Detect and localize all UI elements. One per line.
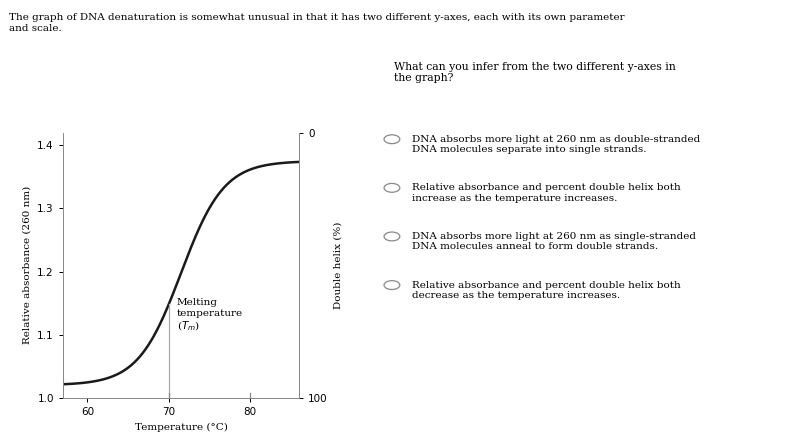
Text: What can you infer from the two different y-axes in
the graph?: What can you infer from the two differen… xyxy=(394,62,675,84)
Text: DNA absorbs more light at 260 nm as double-stranded
DNA molecules separate into : DNA absorbs more light at 260 nm as doub… xyxy=(412,135,700,154)
Y-axis label: Relative absorbance (260 nm): Relative absorbance (260 nm) xyxy=(23,186,31,344)
Text: Relative absorbance and percent double helix both
increase as the temperature in: Relative absorbance and percent double h… xyxy=(412,183,680,203)
Text: Relative absorbance and percent double helix both
decrease as the temperature in: Relative absorbance and percent double h… xyxy=(412,281,680,300)
Text: Melting
temperature
($T_m$): Melting temperature ($T_m$) xyxy=(177,298,243,333)
Y-axis label: Double helix (%): Double helix (%) xyxy=(333,221,342,309)
Text: DNA absorbs more light at 260 nm as single-stranded
DNA molecules anneal to form: DNA absorbs more light at 260 nm as sing… xyxy=(412,232,696,251)
Text: The graph of DNA denaturation is somewhat unusual in that it has two different y: The graph of DNA denaturation is somewha… xyxy=(9,13,625,33)
X-axis label: Temperature (°C): Temperature (°C) xyxy=(135,423,227,431)
